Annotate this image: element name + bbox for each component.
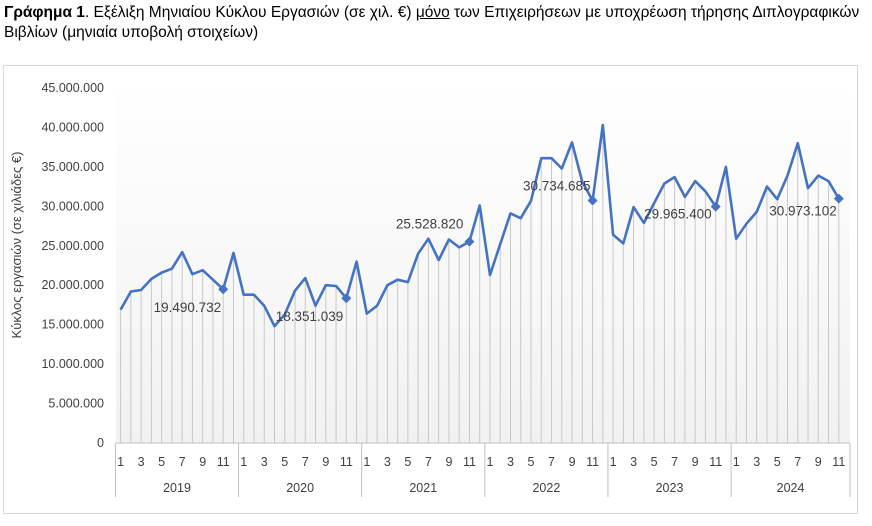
drop-lines bbox=[120, 125, 840, 443]
caption-text-line2: Βιβλίων (μηνιαία υποβολή στοιχείων) bbox=[4, 24, 259, 41]
caption-text-2: των Επιχειρήσεων με υποχρέωση τήρησης Δι… bbox=[449, 4, 860, 21]
y-tick-label: 40.000.000 bbox=[41, 120, 104, 134]
month-tick-label: 7 bbox=[548, 455, 555, 469]
year-label: 2024 bbox=[777, 481, 805, 495]
year-label: 2020 bbox=[286, 481, 314, 495]
month-tick-label: 7 bbox=[179, 455, 186, 469]
chart-caption: Γράφημα 1. Εξέλιξη Μηνιαίου Κύκλου Εργασ… bbox=[4, 3, 868, 43]
year-label: 2022 bbox=[532, 481, 560, 495]
month-tick-label: 5 bbox=[774, 455, 781, 469]
month-tick-label: 5 bbox=[158, 455, 165, 469]
month-tick-label: 5 bbox=[651, 455, 658, 469]
month-tick-label: 1 bbox=[117, 455, 124, 469]
y-tick-label: 20.000.000 bbox=[41, 278, 104, 292]
y-tick-label: 35.000.000 bbox=[41, 160, 104, 174]
y-tick-label: 45.000.000 bbox=[41, 81, 104, 95]
annotation-marker bbox=[587, 195, 598, 206]
month-tick-label: 9 bbox=[569, 455, 576, 469]
data-label: 30.734.685 bbox=[523, 179, 591, 194]
month-tick-label: 1 bbox=[486, 455, 493, 469]
data-label: 30.973.102 bbox=[769, 204, 837, 219]
month-tick-label: 7 bbox=[671, 455, 678, 469]
month-tick-label: 7 bbox=[794, 455, 801, 469]
month-tick-label: 11 bbox=[709, 455, 722, 469]
month-tick-label: 3 bbox=[138, 455, 145, 469]
month-tick-label: 3 bbox=[507, 455, 514, 469]
data-label: 25.528.820 bbox=[396, 217, 464, 232]
y-axis: 0 5.000.000 10.000.000 15.000.000 20.000.000… bbox=[41, 81, 104, 450]
chart-frame bbox=[3, 65, 858, 514]
month-tick-label: 3 bbox=[753, 455, 760, 469]
month-tick-label: 9 bbox=[692, 455, 699, 469]
annotation-marker bbox=[341, 293, 352, 304]
month-tick-label: 3 bbox=[630, 455, 637, 469]
month-tick-label: 3 bbox=[261, 455, 268, 469]
annotation-marker bbox=[464, 236, 475, 247]
month-tick-label: 9 bbox=[445, 455, 452, 469]
month-tick-label: 5 bbox=[281, 455, 288, 469]
y-tick-label: 25.000.000 bbox=[41, 239, 104, 253]
y-tick-label: 30.000.000 bbox=[41, 199, 104, 213]
month-tick-label: 1 bbox=[363, 455, 370, 469]
plot-area bbox=[116, 82, 850, 443]
data-annotations: 19.490.732 18.351.039 25.528.820 30.734.685… bbox=[154, 179, 844, 324]
series-polyline bbox=[119, 123, 840, 328]
year-label: 2019 bbox=[163, 481, 191, 495]
month-tick-label: 11 bbox=[832, 455, 845, 469]
caption-number: Γράφημα 1 bbox=[4, 4, 85, 21]
year-label: 2021 bbox=[409, 481, 437, 495]
month-tick-label: 9 bbox=[199, 455, 206, 469]
annotation-marker bbox=[833, 193, 844, 204]
annotation-marker bbox=[710, 201, 721, 212]
y-tick-label: 5.000.000 bbox=[48, 397, 104, 411]
series-line bbox=[119, 123, 840, 328]
data-label: 19.490.732 bbox=[154, 300, 222, 315]
month-tick-label: 11 bbox=[340, 455, 353, 469]
month-tick-label: 9 bbox=[322, 455, 329, 469]
month-tick-label: 5 bbox=[528, 455, 535, 469]
data-label: 29.965.400 bbox=[644, 207, 712, 222]
y-tick-label: 15.000.000 bbox=[41, 318, 104, 332]
y-axis-label: Κύκλος εργασιών (σε χιλιάδες €) bbox=[9, 152, 24, 339]
caption-underlined: μόνο bbox=[415, 4, 450, 21]
month-tick-label: 1 bbox=[610, 455, 617, 469]
y-tick-label: 0 bbox=[97, 436, 104, 450]
month-tick-label: 11 bbox=[586, 455, 599, 469]
month-tick-label: 9 bbox=[815, 455, 822, 469]
year-label: 2023 bbox=[656, 481, 684, 495]
data-label: 18.351.039 bbox=[276, 309, 344, 324]
month-tick-label: 11 bbox=[217, 455, 230, 469]
annotation-marker bbox=[218, 284, 229, 295]
month-tick-label: 5 bbox=[404, 455, 411, 469]
month-tick-label: 1 bbox=[733, 455, 740, 469]
month-tick-label: 3 bbox=[384, 455, 391, 469]
month-tick-label: 1 bbox=[240, 455, 247, 469]
month-tick-label: 11 bbox=[463, 455, 476, 469]
y-tick-label: 10.000.000 bbox=[41, 357, 104, 371]
month-tick-label: 7 bbox=[302, 455, 309, 469]
caption-text-1: . Εξέλιξη Μηνιαίου Κύκλου Εργασιών (σε χ… bbox=[84, 4, 416, 21]
month-tick-label: 7 bbox=[425, 455, 432, 469]
